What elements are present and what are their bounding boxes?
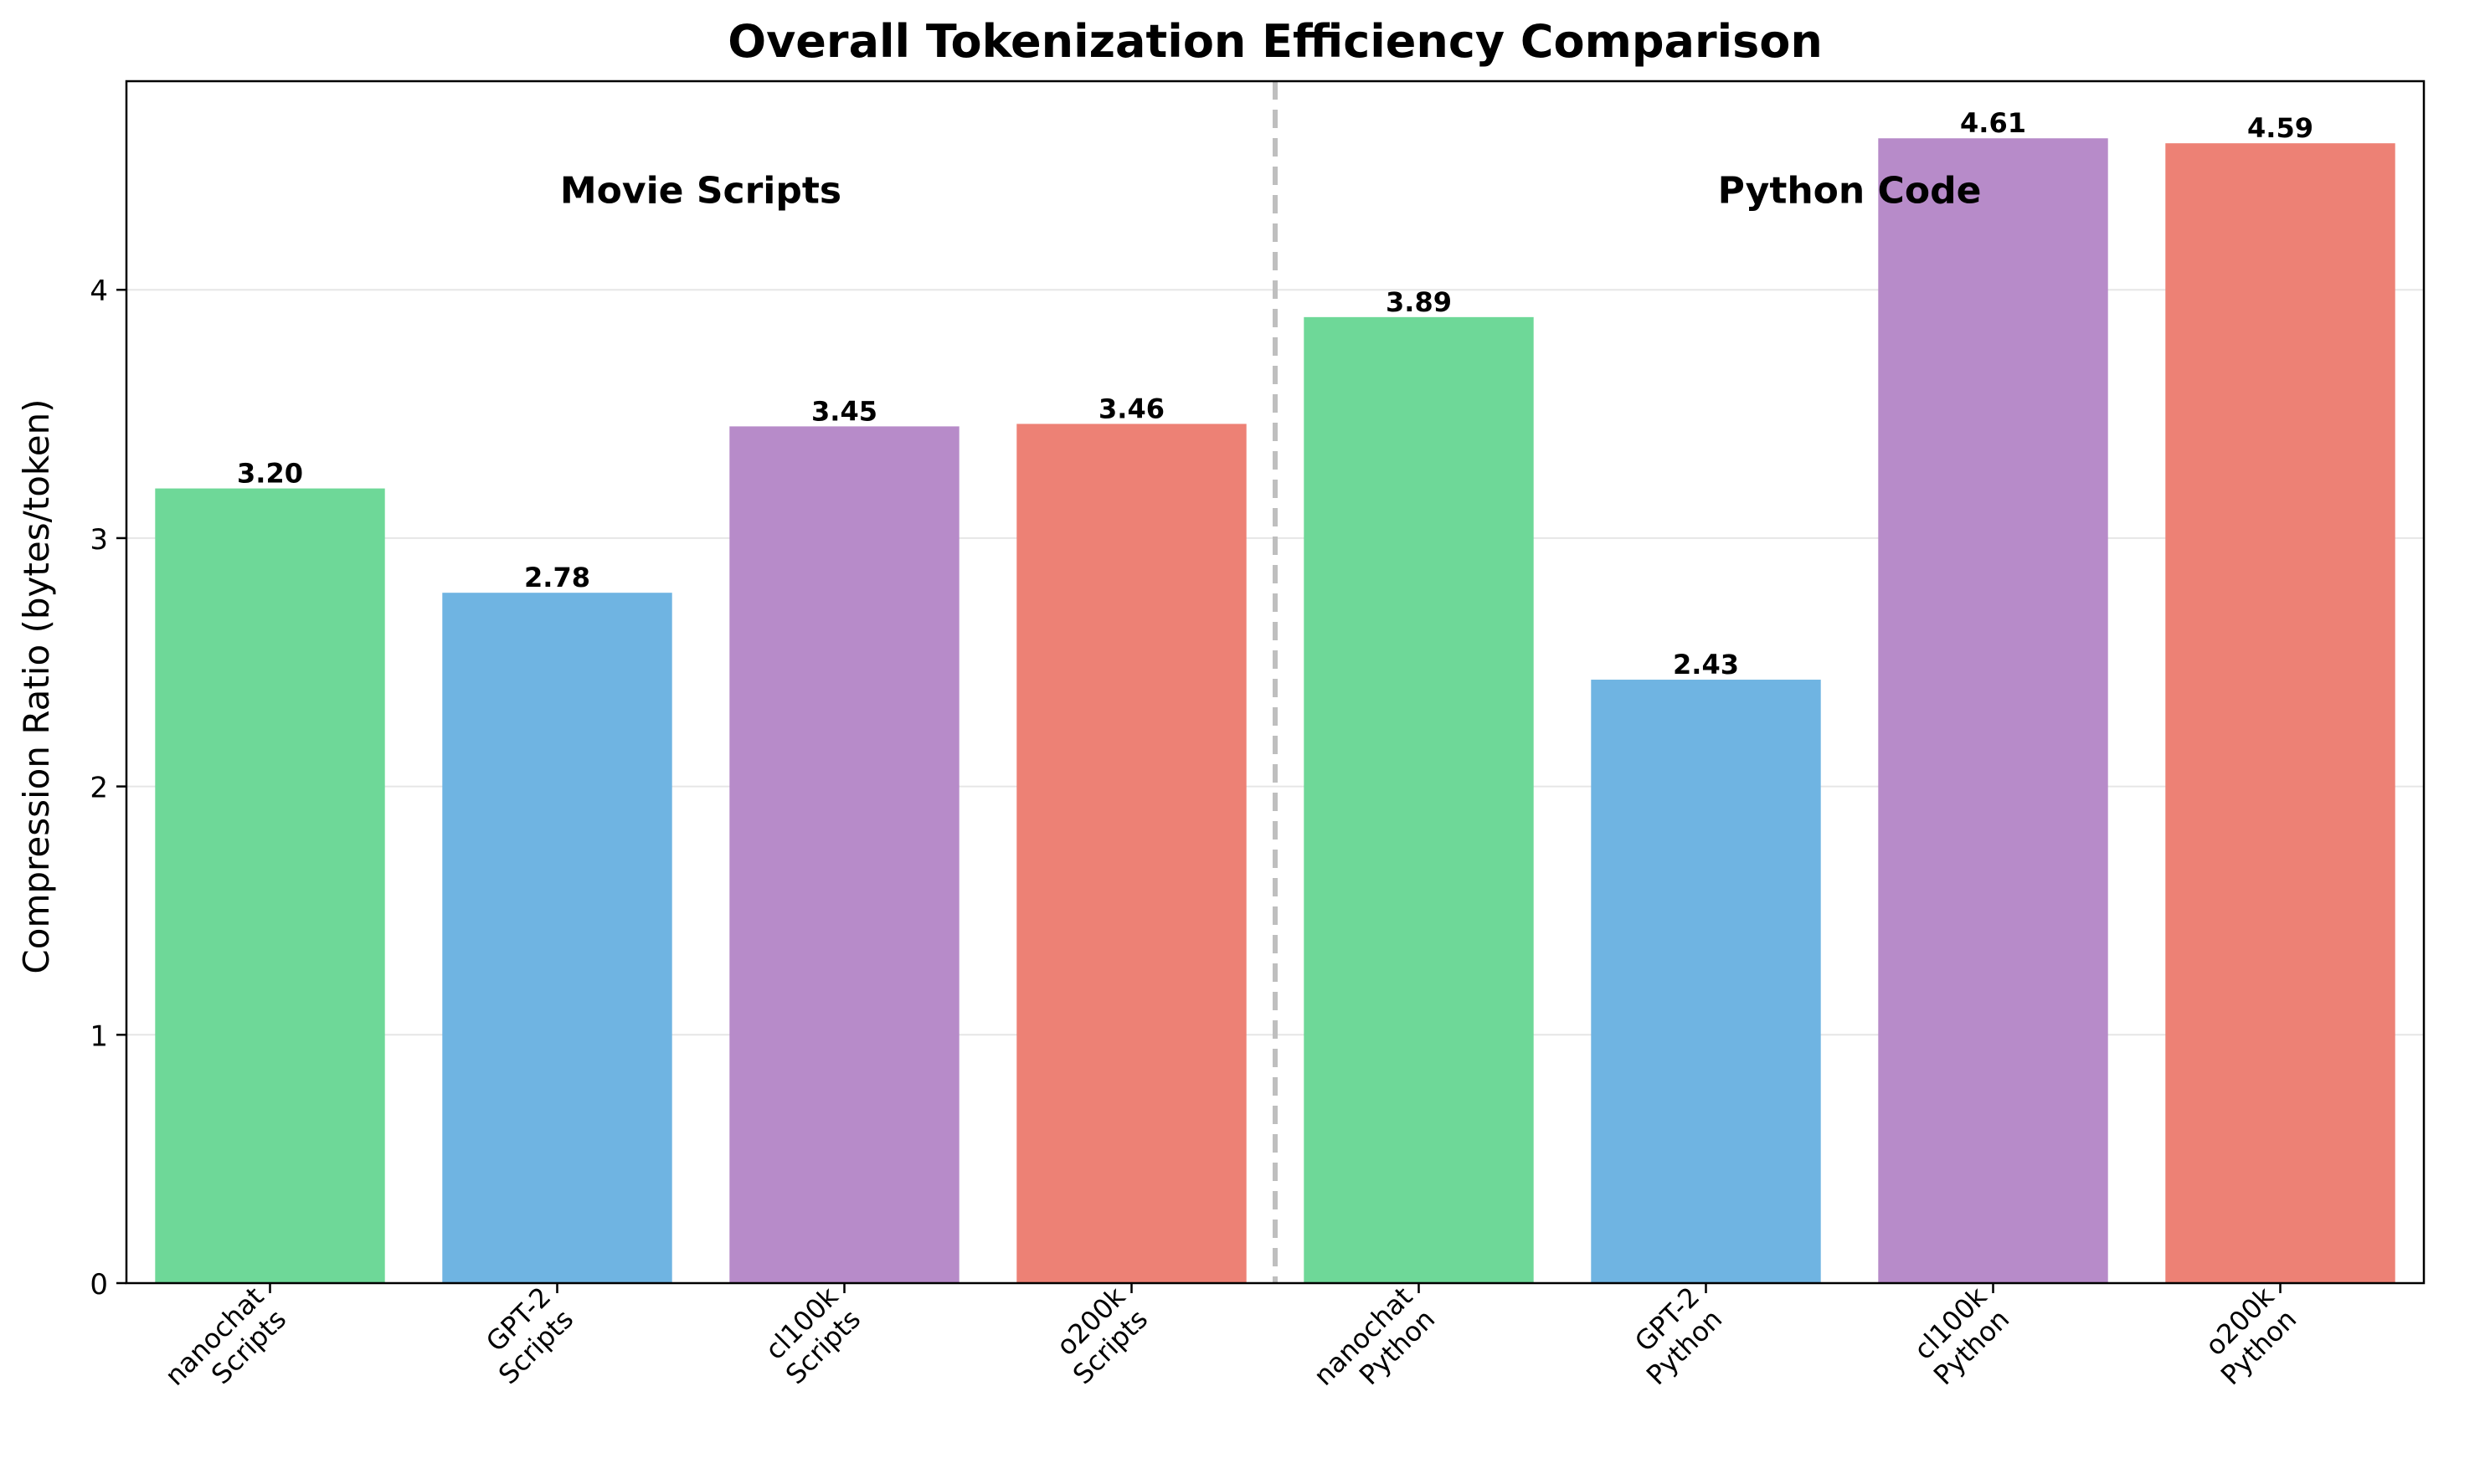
bar-7 <box>2165 143 2395 1283</box>
bar-5 <box>1591 680 1821 1283</box>
group-label: Movie Scripts <box>560 170 841 213</box>
group-annotations: Movie Scripts Python Code <box>560 81 1982 1283</box>
value-label: 3.20 <box>237 458 303 490</box>
y-axis-label: Compression Ratio (bytes/token) <box>16 398 57 973</box>
group-label: Python Code <box>1718 170 1982 213</box>
value-label: 2.43 <box>1673 649 1739 680</box>
y-tick-label: 0 <box>90 1268 108 1302</box>
y-tick-label: 3 <box>90 523 108 557</box>
value-label: 4.61 <box>1960 107 2026 139</box>
bar-4 <box>1304 316 1534 1283</box>
bar-6 <box>1878 138 2108 1284</box>
value-label: 4.59 <box>2247 112 2313 144</box>
plot-frame <box>125 80 2426 1285</box>
bar-3 <box>1016 424 1247 1284</box>
bar-0 <box>155 488 385 1283</box>
value-label: 3.45 <box>811 395 877 427</box>
bars <box>155 138 2395 1284</box>
y-tick-label: 1 <box>90 1019 108 1053</box>
value-label: 2.78 <box>524 562 590 593</box>
y-axis-ticks: 0 1 2 3 4 <box>90 275 126 1302</box>
value-labels: 3.20 2.78 3.45 3.46 3.89 2.43 4.61 4.59 <box>237 107 2313 680</box>
value-label: 3.46 <box>1098 393 1165 424</box>
y-tick-label: 4 <box>90 275 108 308</box>
value-label: 3.89 <box>1386 286 1452 318</box>
y-tick-label: 2 <box>90 772 108 805</box>
chart-title: Overall Tokenization Efficiency Comparis… <box>728 15 1823 68</box>
bar-2 <box>729 426 960 1283</box>
bar-1 <box>442 593 672 1283</box>
